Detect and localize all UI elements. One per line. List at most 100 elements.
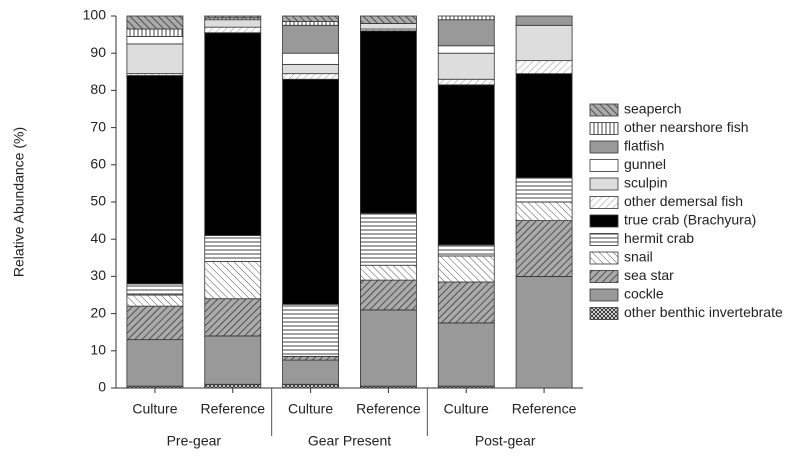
legend-label: snail xyxy=(624,249,653,265)
x-tick-label: Reference xyxy=(200,401,265,417)
bar-segment xyxy=(126,36,184,45)
bar-segment xyxy=(282,73,340,80)
group-label: Pre-gear xyxy=(167,433,222,449)
legend-swatch xyxy=(589,177,619,191)
legend-label: cockle xyxy=(624,286,664,302)
bar-segment xyxy=(126,339,184,387)
bar-segment xyxy=(437,84,495,246)
bar-segment xyxy=(282,78,340,305)
legend-label: sea star xyxy=(624,267,674,283)
bar-segment xyxy=(126,15,184,30)
bar-segment xyxy=(359,279,417,311)
bar-segment xyxy=(126,75,184,285)
legend-swatch xyxy=(589,214,619,228)
bar-segment xyxy=(204,26,262,34)
x-tick-label: Culture xyxy=(288,401,333,417)
bar-segment xyxy=(515,60,573,75)
bar-segment xyxy=(437,255,495,283)
bar-segment xyxy=(282,303,340,357)
bar-segment xyxy=(437,19,495,47)
y-tick-label: 30 xyxy=(90,267,106,283)
y-tick-label: 60 xyxy=(90,156,106,172)
y-tick-label: 70 xyxy=(90,118,106,134)
legend-swatch xyxy=(589,122,619,135)
legend-label: seaperch xyxy=(624,101,682,117)
bar-segment xyxy=(204,235,262,262)
bar-segment xyxy=(359,212,417,266)
bar-segment xyxy=(515,24,573,62)
legend-swatch xyxy=(589,307,619,320)
bar-segment xyxy=(359,15,417,24)
x-tick-label: Culture xyxy=(132,401,177,417)
bar-segment xyxy=(282,24,340,54)
bar-segment xyxy=(204,298,262,337)
x-tick-label: Reference xyxy=(356,401,421,417)
legend-swatch xyxy=(589,196,619,209)
bar-segment xyxy=(437,244,495,257)
bar-segment xyxy=(359,264,417,281)
bar-segment xyxy=(204,261,262,300)
legend-swatch xyxy=(589,251,619,265)
bar-segment xyxy=(515,220,573,277)
bar-segment xyxy=(204,335,262,385)
legend-swatch xyxy=(589,288,619,302)
legend-label: sculpin xyxy=(624,175,668,191)
bar-segment xyxy=(282,63,340,75)
legend-label: other demersal fish xyxy=(624,193,743,209)
bar-segment xyxy=(515,73,573,179)
y-tick-label: 20 xyxy=(90,304,106,320)
bar-segment xyxy=(437,15,495,21)
legend-label: flatfish xyxy=(624,138,664,154)
bar-segment xyxy=(359,23,417,30)
y-tick-label: 40 xyxy=(90,230,106,246)
bar-segment xyxy=(126,283,184,296)
bar-segment xyxy=(515,15,573,26)
bar-segment xyxy=(204,19,262,28)
bar-segment xyxy=(437,322,495,387)
legend-label: hermit crab xyxy=(624,230,694,246)
bar-segment xyxy=(126,305,184,341)
bar-segment xyxy=(437,281,495,324)
y-tick-label: 90 xyxy=(90,44,106,60)
bar-segment xyxy=(282,355,340,361)
legend-swatch xyxy=(589,270,619,283)
legend-label: other benthic invertebrate xyxy=(624,304,783,320)
bar-segment xyxy=(282,21,340,26)
legend-label: other nearshore fish xyxy=(624,119,749,135)
group-label: Gear Present xyxy=(308,433,391,449)
bar-segment xyxy=(437,78,495,86)
legend-swatch xyxy=(589,140,619,154)
bar-segment xyxy=(437,45,495,54)
bar-segment xyxy=(282,15,340,22)
bar-segment xyxy=(437,52,495,80)
x-tick-label: Reference xyxy=(512,401,577,417)
y-tick-label: 10 xyxy=(90,342,106,358)
bar-segment xyxy=(515,201,573,222)
bar-segment xyxy=(515,275,573,389)
legend-label: true crab (Brachyura) xyxy=(624,212,756,228)
bar-segment xyxy=(204,32,262,236)
bar-segment xyxy=(204,15,262,19)
bar-segment xyxy=(282,383,340,389)
y-tick-label: 100 xyxy=(83,7,107,23)
legend-swatch xyxy=(589,233,619,246)
bar-segment xyxy=(282,359,340,385)
bar-segment xyxy=(204,383,262,389)
legend-swatch xyxy=(589,159,619,172)
y-tick-label: 0 xyxy=(98,379,106,395)
bar-segment xyxy=(126,43,184,75)
legend-swatch xyxy=(589,103,619,117)
bar-segment xyxy=(359,309,417,387)
bar-segment xyxy=(515,177,573,203)
y-tick-label: 80 xyxy=(90,81,106,97)
y-axis-title: Relative Abundance (%) xyxy=(11,127,27,277)
bar-segment xyxy=(126,28,184,37)
bar-segment xyxy=(282,52,340,65)
group-label: Post-gear xyxy=(475,433,536,449)
bar-segment xyxy=(359,30,417,214)
y-tick-label: 50 xyxy=(90,193,106,209)
bar-segment xyxy=(126,294,184,307)
x-tick-label: Culture xyxy=(444,401,489,417)
legend-label: gunnel xyxy=(624,156,666,172)
